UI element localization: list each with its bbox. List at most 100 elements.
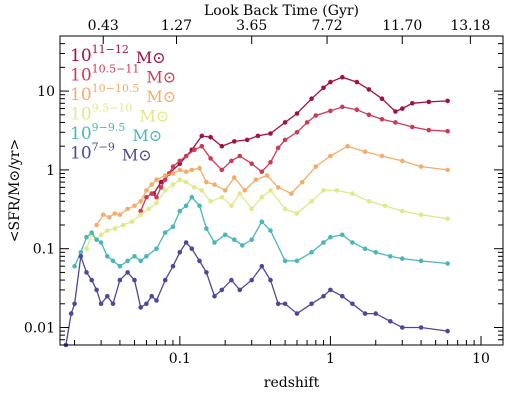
data-point <box>199 188 205 193</box>
series-4 <box>84 177 450 251</box>
data-point <box>177 208 183 214</box>
y-tick-label: 10 <box>37 84 55 100</box>
legend-exponent: 11−12 <box>92 43 129 56</box>
data-point <box>379 96 385 101</box>
data-point <box>154 246 159 251</box>
data-point <box>282 258 288 264</box>
data-point <box>197 165 202 171</box>
series-5 <box>72 194 450 269</box>
data-point <box>264 173 270 178</box>
data-point <box>162 188 168 193</box>
data-point <box>183 240 189 245</box>
data-point <box>249 206 254 212</box>
data-point <box>154 298 159 303</box>
legend-entry: 107−9 M⊙ <box>70 141 152 165</box>
data-point <box>242 188 248 193</box>
top-tick-label: 13.18 <box>450 18 490 34</box>
legend-entry: 109−9.5 M⊙ <box>70 121 162 145</box>
data-point <box>197 203 202 209</box>
data-point <box>183 203 189 209</box>
data-point <box>170 182 176 187</box>
axes-layer: 0.1 1 10 0.01 0.1 1 10 0.43 1.27 3.65 7.72 11.70 13.… <box>24 18 503 367</box>
data-point <box>379 153 385 159</box>
data-point <box>149 191 154 196</box>
data-point <box>78 253 84 259</box>
data-point <box>89 277 94 283</box>
legend-entry: 1011−12 M⊙ <box>70 43 166 67</box>
series-1 <box>151 74 450 196</box>
series-line <box>153 76 448 194</box>
data-point <box>107 215 112 220</box>
data-point <box>105 228 110 233</box>
data-point <box>229 158 234 164</box>
legend-base: 10 <box>70 144 92 164</box>
data-point <box>282 301 288 307</box>
data-point <box>112 226 118 231</box>
data-point <box>340 232 345 238</box>
data-point <box>418 212 424 217</box>
data-point <box>268 188 273 193</box>
legend-base: 10 <box>70 124 92 144</box>
legend-unit: M⊙ <box>136 48 166 67</box>
data-point <box>117 277 123 283</box>
data-point <box>244 137 250 143</box>
legend-entry: 109.5−10 M⊙ <box>70 102 169 126</box>
data-point <box>94 222 99 228</box>
data-point <box>309 250 314 255</box>
data-point <box>418 164 424 169</box>
data-point <box>110 301 116 307</box>
y-axis-title: <SFR/M⊙/yr> <box>7 139 23 242</box>
data-point <box>212 240 217 245</box>
data-point <box>388 319 393 324</box>
data-point <box>138 258 143 264</box>
data-point <box>232 175 237 180</box>
plot-frame <box>59 35 504 346</box>
top-axis-title: Look Back Time (Gyr) <box>204 3 359 19</box>
legend-exponent: 10−10.5 <box>92 82 140 95</box>
data-point <box>340 74 345 80</box>
data-point <box>253 177 259 182</box>
data-point <box>268 277 273 283</box>
data-point <box>340 293 345 299</box>
data-point <box>192 147 197 153</box>
data-point <box>94 287 99 293</box>
data-point <box>362 246 368 251</box>
data-point <box>98 232 104 238</box>
data-point <box>249 161 254 166</box>
y-tick-label: 0.01 <box>24 321 55 337</box>
data-point <box>212 182 217 187</box>
data-point <box>328 153 333 159</box>
top-tick-label: 11.70 <box>382 18 422 34</box>
legend-exponent: 7−9 <box>92 141 115 154</box>
data-point <box>366 112 372 118</box>
data-point <box>98 240 104 245</box>
data-point <box>328 234 333 240</box>
data-point <box>101 212 106 217</box>
data-point <box>199 143 205 149</box>
data-point <box>418 325 424 330</box>
legend-base: 10 <box>70 46 92 66</box>
data-point <box>379 116 385 122</box>
data-point <box>232 237 237 242</box>
y-tick-label: 0.1 <box>33 242 55 258</box>
legend-unit: M⊙ <box>146 68 176 87</box>
data-point <box>144 194 149 200</box>
data-point <box>125 206 130 212</box>
data-point <box>189 246 195 251</box>
data-point <box>177 250 183 255</box>
data-point <box>98 301 104 307</box>
data-point <box>162 277 168 283</box>
data-point <box>373 250 379 255</box>
data-point <box>158 179 164 185</box>
data-point <box>313 164 319 169</box>
data-point <box>154 200 159 206</box>
legend-unit: M⊙ <box>139 107 169 126</box>
x-axis-title: redshift <box>264 375 320 391</box>
data-point <box>354 79 360 85</box>
legend-entry: 1010−10.5 M⊙ <box>70 82 176 106</box>
data-point <box>138 212 143 217</box>
data-point <box>294 130 300 135</box>
data-point <box>170 224 176 229</box>
data-point <box>219 194 225 200</box>
data-point <box>138 199 143 204</box>
